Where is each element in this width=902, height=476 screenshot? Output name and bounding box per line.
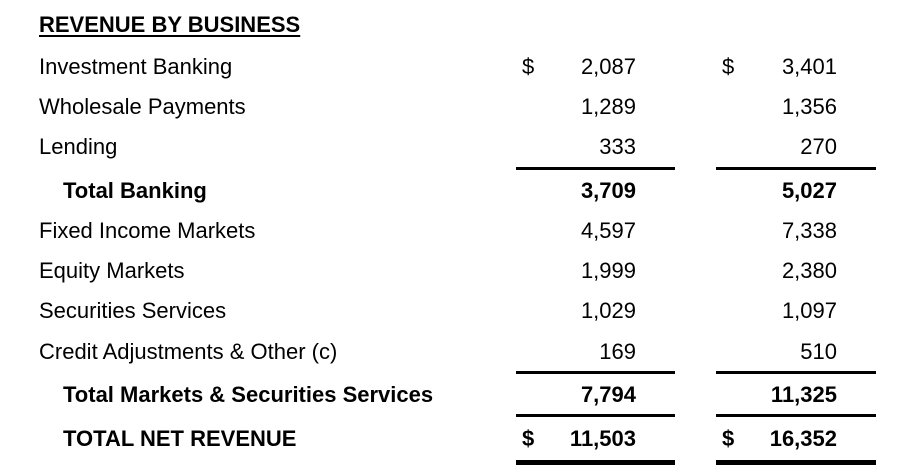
grand-total-row: TOTAL NET REVENUE $ 11,503 $ 16,352 xyxy=(0,424,902,454)
value-col2: 1,356 xyxy=(781,94,837,119)
value-col1: 169 xyxy=(599,339,636,364)
table-row: Lending 333 270 xyxy=(0,132,902,162)
table-row: Credit Adjustments & Other (c) 169 510 xyxy=(0,337,902,367)
value-col1: 7,794 xyxy=(580,382,636,407)
value-col1: 1,289 xyxy=(580,94,636,119)
table-row: Investment Banking $ 2,087 $ 3,401 xyxy=(0,52,902,82)
row-label: Investment Banking xyxy=(39,54,233,79)
value-col2: 2,380 xyxy=(781,258,837,283)
grand-total-double-rule xyxy=(516,460,675,465)
row-label: Equity Markets xyxy=(39,258,185,283)
subtotal-rule xyxy=(516,167,675,170)
value-col2: 5,027 xyxy=(781,178,837,203)
row-label: Securities Services xyxy=(39,298,227,323)
value-col2: 510 xyxy=(800,339,837,364)
subtotal-rule xyxy=(716,167,876,170)
value-col1: 333 xyxy=(599,134,636,159)
section-title: REVENUE BY BUSINESS xyxy=(39,12,301,37)
currency-symbol: $ xyxy=(722,426,735,451)
currency-symbol: $ xyxy=(522,54,535,79)
currency-symbol: $ xyxy=(522,426,535,451)
subtotal-row: Total Banking 3,709 5,027 xyxy=(0,176,902,206)
table-row: Wholesale Payments 1,289 1,356 xyxy=(0,92,902,122)
value-col1: 1,029 xyxy=(580,298,636,323)
row-label: Credit Adjustments & Other (c) xyxy=(39,339,338,364)
row-label: Lending xyxy=(39,134,118,159)
value-col2: 3,401 xyxy=(781,54,837,79)
value-col1: 4,597 xyxy=(580,218,636,243)
value-col1: 11,503 xyxy=(569,426,636,451)
value-col1: 1,999 xyxy=(580,258,636,283)
subtotal-row: Total Markets & Securities Services 7,79… xyxy=(0,380,902,410)
value-col2: 270 xyxy=(800,134,837,159)
table-row: Securities Services 1,029 1,097 xyxy=(0,296,902,326)
subtotal-rule xyxy=(516,371,675,374)
total-rule xyxy=(516,414,675,417)
total-rule xyxy=(716,414,876,417)
value-col1: 3,709 xyxy=(580,178,636,203)
table-row: Fixed Income Markets 4,597 7,338 xyxy=(0,216,902,246)
grand-total-double-rule xyxy=(716,460,876,465)
currency-symbol: $ xyxy=(722,54,735,79)
value-col2: 7,338 xyxy=(781,218,837,243)
row-label: Total Banking xyxy=(63,178,207,203)
row-label: TOTAL NET REVENUE xyxy=(63,426,297,451)
row-label: Fixed Income Markets xyxy=(39,218,256,243)
value-col2: 11,325 xyxy=(770,382,837,407)
value-col2: 1,097 xyxy=(781,298,837,323)
row-label: Wholesale Payments xyxy=(39,94,246,119)
row-label: Total Markets & Securities Services xyxy=(63,382,434,407)
value-col2: 16,352 xyxy=(769,426,837,451)
subtotal-rule xyxy=(716,371,876,374)
table-row: Equity Markets 1,999 2,380 xyxy=(0,256,902,286)
value-col1: 2,087 xyxy=(580,54,636,79)
